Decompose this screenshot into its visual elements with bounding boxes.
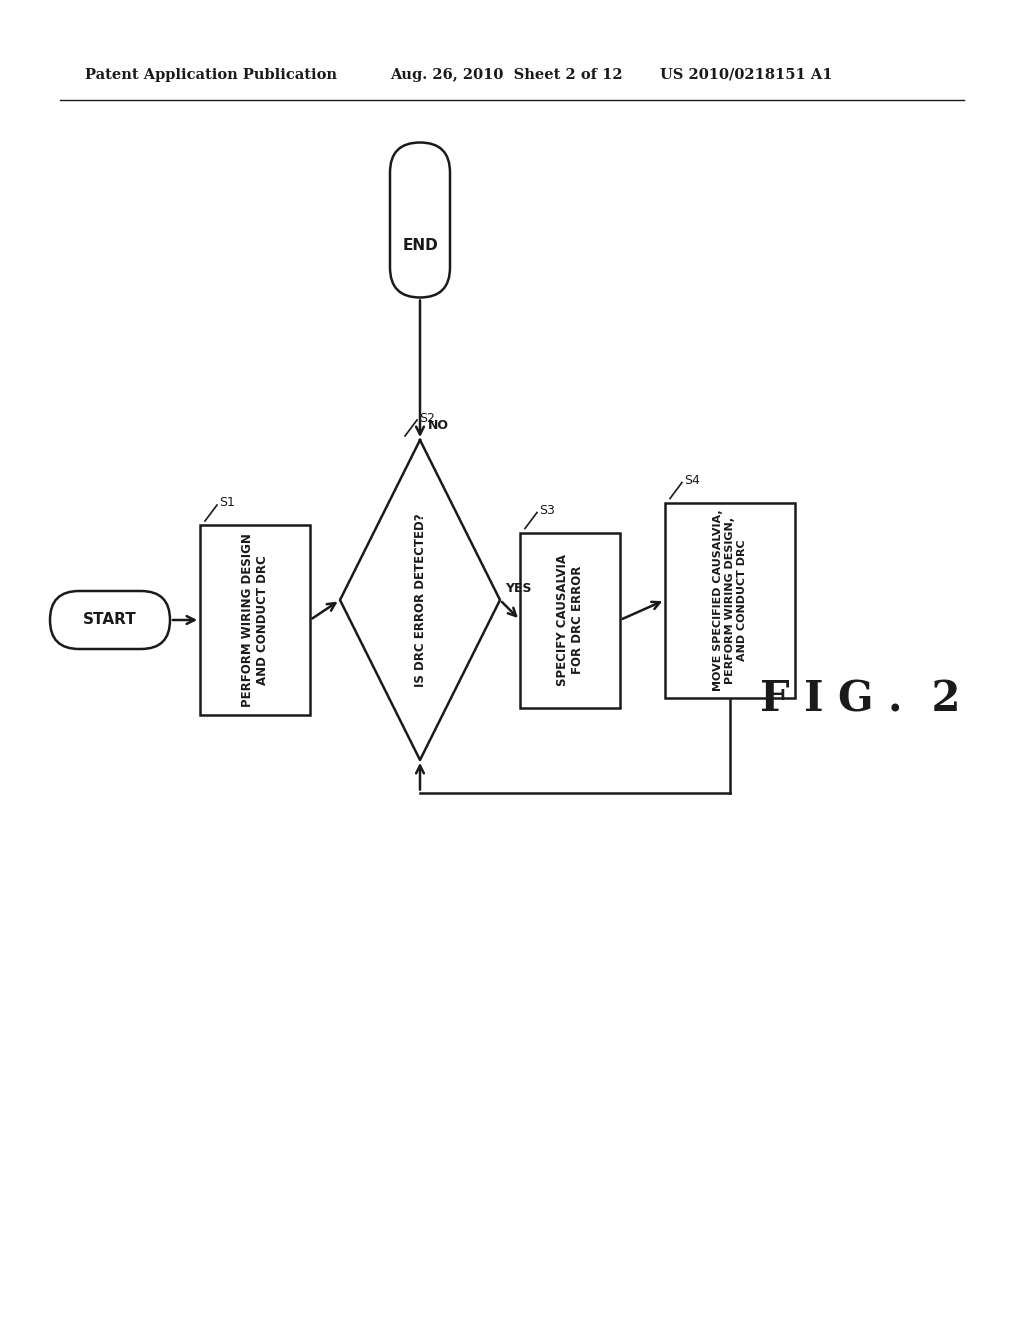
FancyBboxPatch shape [390,143,450,297]
Bar [665,503,795,697]
Bar [200,525,310,715]
Text: IS DRC ERROR DETECTED?: IS DRC ERROR DETECTED? [414,513,427,686]
Text: PERFORM WIRING DESIGN
AND CONDUCT DRC: PERFORM WIRING DESIGN AND CONDUCT DRC [241,533,269,708]
Bar [520,532,620,708]
Text: START: START [83,612,137,627]
Text: Patent Application Publication: Patent Application Publication [85,69,337,82]
Text: Aug. 26, 2010  Sheet 2 of 12: Aug. 26, 2010 Sheet 2 of 12 [390,69,623,82]
Text: S1: S1 [219,496,234,510]
Text: NO: NO [428,418,449,432]
Text: S4: S4 [684,474,699,487]
Text: S3: S3 [539,504,555,517]
Text: F I G .  2: F I G . 2 [760,678,961,721]
Text: SPECIFY CAUSALVIA
FOR DRC ERROR: SPECIFY CAUSALVIA FOR DRC ERROR [556,554,584,686]
Text: MOVE SPECIFIED CAUSALVIA,
PERFORM WIRING DESIGN,
AND CONDUCT DRC: MOVE SPECIFIED CAUSALVIA, PERFORM WIRING… [714,510,746,690]
Text: S2: S2 [419,412,435,425]
Text: YES: YES [505,582,531,595]
Text: END: END [402,238,438,252]
Text: US 2010/0218151 A1: US 2010/0218151 A1 [660,69,833,82]
FancyBboxPatch shape [50,591,170,649]
